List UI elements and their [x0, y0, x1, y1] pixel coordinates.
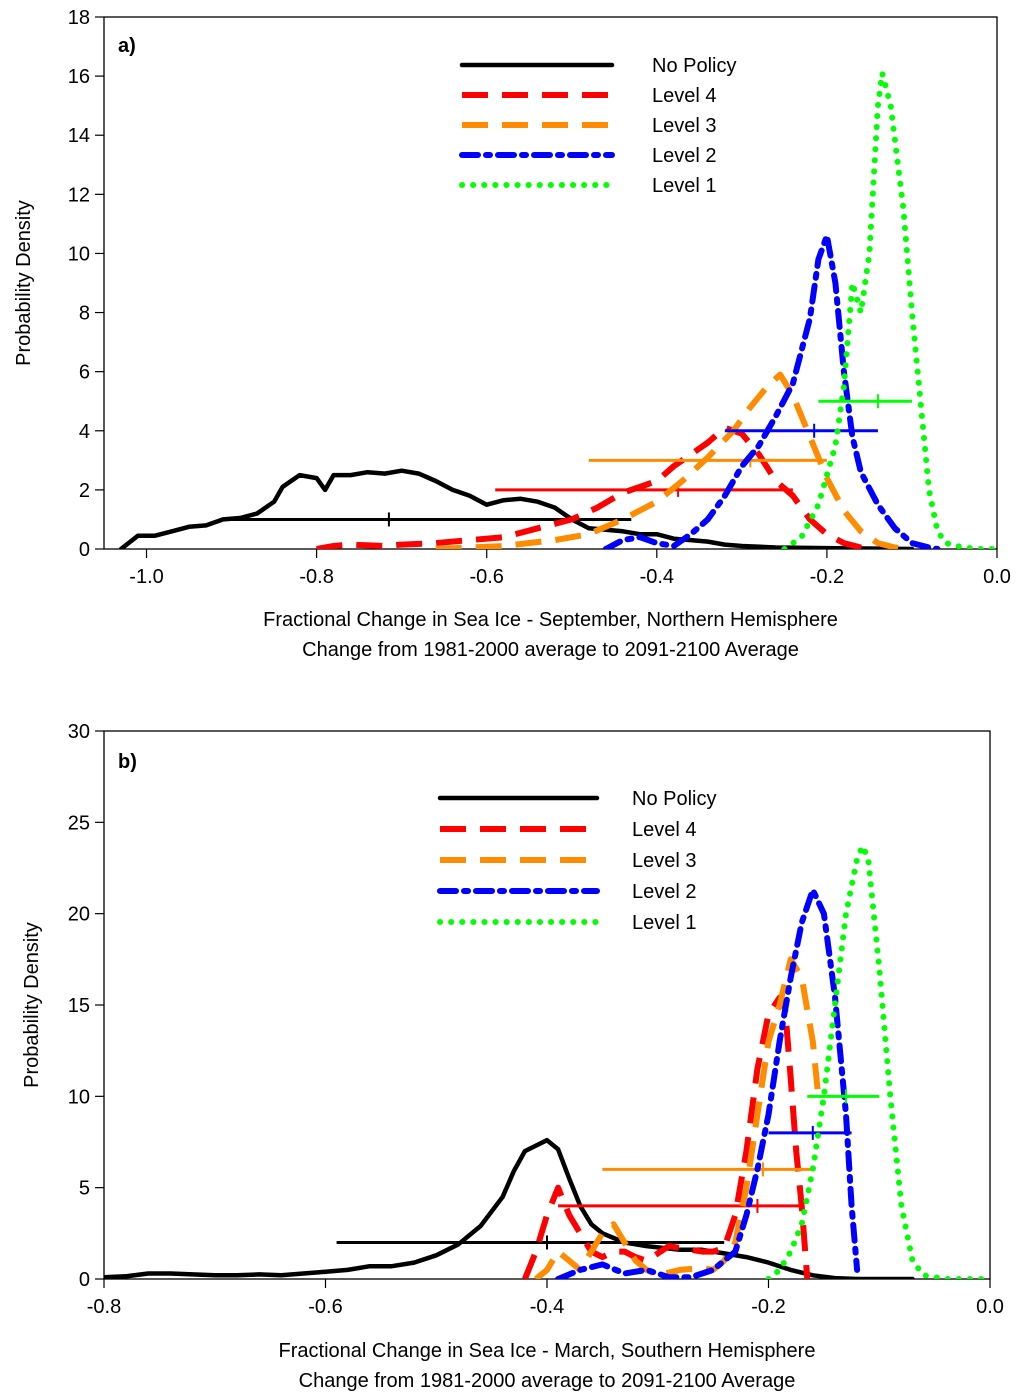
- legend-label: No Policy: [632, 788, 716, 810]
- series-line-level-1: [765, 843, 993, 1279]
- y-tick-label: 8: [79, 303, 90, 325]
- legend: No Policy Level 4 Level 3 Level 2 Level 1: [437, 788, 716, 934]
- plot-frame: [103, 16, 998, 550]
- series-line-no-policy: [104, 1137, 915, 1279]
- series-line-level-2: [602, 232, 941, 549]
- y-axis-label: Probability Density: [13, 200, 35, 366]
- y-tick-label: 4: [79, 421, 90, 443]
- legend-label: Level 1: [652, 175, 717, 197]
- x-tick-label: -0.8: [299, 566, 333, 588]
- legend-label: Level 2: [632, 881, 697, 903]
- legend: No Policy Level 4 Level 3 Level 2 Level 1: [459, 55, 736, 197]
- panel-label: a): [118, 35, 136, 57]
- y-tick-label: 10: [68, 1086, 90, 1108]
- x-axis-label: Fractional Change in Sea Ice - March, So…: [279, 1340, 816, 1362]
- y-tick-label: 14: [68, 125, 90, 147]
- x-axis-label: Fractional Change in Sea Ice - September…: [263, 609, 838, 631]
- y-tick-label: 5: [79, 1178, 90, 1200]
- chart-panel-b: 0 5 10 15 20 25 30 -0.8 -0.6 -0.4 -0.2 0.0 Probabili…: [21, 721, 1004, 1392]
- y-tick-label: 16: [68, 66, 90, 88]
- x-axis-label: Change from 1981-2000 average to 2091-21…: [299, 1370, 796, 1392]
- series-line-level-1: [781, 70, 1000, 549]
- x-tick-label: 0.0: [976, 1296, 1004, 1318]
- y-axis-label: Probability Density: [21, 922, 43, 1088]
- y-tick-label: 0: [79, 1269, 90, 1291]
- y-tick-label: 18: [68, 7, 90, 29]
- y-tick-label: 0: [79, 539, 90, 561]
- x-axis-label: Change from 1981-2000 average to 2091-21…: [302, 639, 799, 661]
- y-tick-label: 6: [79, 362, 90, 384]
- series-line-level-3: [435, 371, 904, 549]
- y-tick-label: 10: [68, 243, 90, 265]
- x-tick-label: -0.2: [810, 566, 844, 588]
- x-tick-label: -0.6: [469, 566, 503, 588]
- series-line-level-2: [555, 886, 861, 1279]
- x-tick-label: -0.4: [640, 566, 674, 588]
- legend-label: No Policy: [652, 55, 736, 77]
- x-tick-label: -0.4: [530, 1296, 564, 1318]
- plot-frame: [103, 730, 991, 1280]
- panel-label: b): [118, 751, 137, 773]
- series-line-no-policy: [118, 468, 915, 549]
- y-tick-label: 25: [68, 812, 90, 834]
- y-tick-label: 15: [68, 995, 90, 1017]
- series-line-level-4: [522, 994, 811, 1279]
- legend-label: Level 4: [652, 85, 717, 107]
- x-tick-label: -1.0: [129, 566, 163, 588]
- legend-label: Level 2: [652, 145, 717, 167]
- x-tick-label: -0.8: [87, 1296, 121, 1318]
- legend-label: Level 4: [632, 819, 697, 841]
- x-tick-label: -0.2: [751, 1296, 785, 1318]
- legend-label: Level 3: [632, 850, 697, 872]
- y-tick-label: 2: [79, 480, 90, 502]
- legend-label: Level 3: [652, 115, 717, 137]
- chart-panel-a: 0 2 4 6 8 10 12 14 16 18 -1.0 -0.8 -0.6 -0.4 -0.2 0.0 Pr…: [13, 7, 1011, 661]
- y-tick-label: 30: [68, 721, 90, 743]
- y-tick-label: 20: [68, 904, 90, 926]
- series-line-level-4: [316, 424, 870, 549]
- x-tick-label: 0.0: [983, 566, 1011, 588]
- legend-label: Level 1: [632, 912, 697, 934]
- y-tick-label: 12: [68, 184, 90, 206]
- x-tick-label: -0.6: [308, 1296, 342, 1318]
